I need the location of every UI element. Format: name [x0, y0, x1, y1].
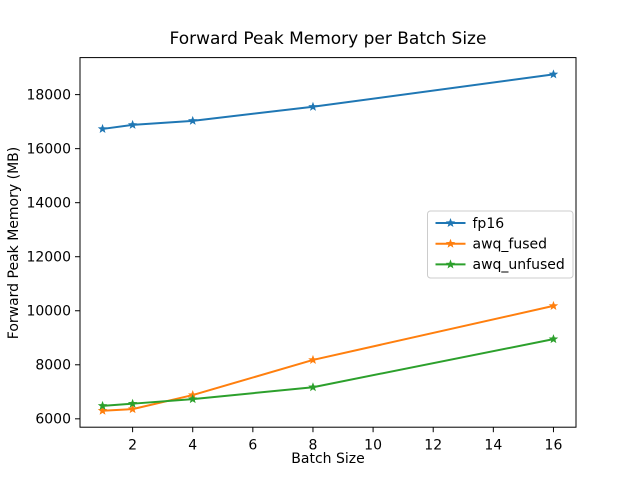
- x-tick-label: 8: [309, 438, 318, 454]
- legend-marker: [445, 259, 456, 269]
- x-axis-label: Batch Size: [291, 451, 365, 467]
- data-point-marker: [308, 382, 318, 392]
- y-tick-label: 18000: [26, 87, 71, 103]
- series-awq_fused: [97, 300, 559, 415]
- data-point-marker: [127, 398, 138, 408]
- series-line: [102, 73, 554, 130]
- x-tick-label: 12: [424, 438, 442, 454]
- x-tick-label: 10: [364, 438, 382, 454]
- y-tick-label: 16000: [26, 141, 71, 157]
- legend-label: fp16: [473, 216, 505, 232]
- data-point-marker: [308, 354, 318, 364]
- legend: fp16 awq_fused awq_unfused: [427, 210, 574, 279]
- legend-box: [427, 210, 574, 279]
- plot-frame: [79, 57, 577, 428]
- data-point-marker: [548, 334, 559, 344]
- x-tick-label: 16: [545, 438, 563, 454]
- legend-entry-fp16: fp16: [435, 216, 505, 232]
- legend-label: awq_fused: [473, 237, 548, 253]
- series-line: [102, 338, 554, 407]
- legend-marker: [445, 218, 456, 228]
- data-point-marker: [97, 123, 108, 133]
- series-fp16: [97, 69, 559, 133]
- y-tick-label: 10000: [26, 304, 71, 320]
- data-point-marker: [97, 400, 108, 410]
- data-point-marker: [97, 405, 108, 415]
- data-point-marker: [548, 300, 559, 310]
- legend-entry-awq_fused: awq_fused: [435, 237, 548, 253]
- data-point-marker: [187, 394, 198, 404]
- data-point-marker: [187, 115, 198, 125]
- legend-marker: [445, 238, 456, 248]
- y-tick-label: 14000: [26, 195, 71, 211]
- data-point-marker: [308, 101, 318, 111]
- y-axis-ticks: 6000 8000 10000 12000 14000 16000 18000: [26, 87, 80, 428]
- x-tick-label: 4: [188, 438, 197, 454]
- y-tick-label: 12000: [26, 250, 71, 266]
- data-point-marker: [548, 69, 559, 79]
- x-tick-label: 6: [248, 438, 257, 454]
- x-tick-label: 14: [484, 438, 502, 454]
- data-point-marker: [127, 404, 138, 414]
- x-axis-ticks: 2 4 6 8 10 12 14 16: [128, 427, 562, 454]
- y-tick-label: 6000: [35, 412, 71, 428]
- chart-title: Forward Peak Memory per Batch Size: [169, 29, 487, 49]
- data-point-marker: [127, 119, 138, 129]
- series-awq_unfused: [97, 334, 559, 410]
- legend-entry-awq_unfused: awq_unfused: [435, 257, 565, 273]
- y-tick-label: 8000: [35, 358, 71, 374]
- series-line: [102, 304, 554, 412]
- x-tick-label: 2: [128, 438, 137, 454]
- legend-label: awq_unfused: [473, 257, 565, 273]
